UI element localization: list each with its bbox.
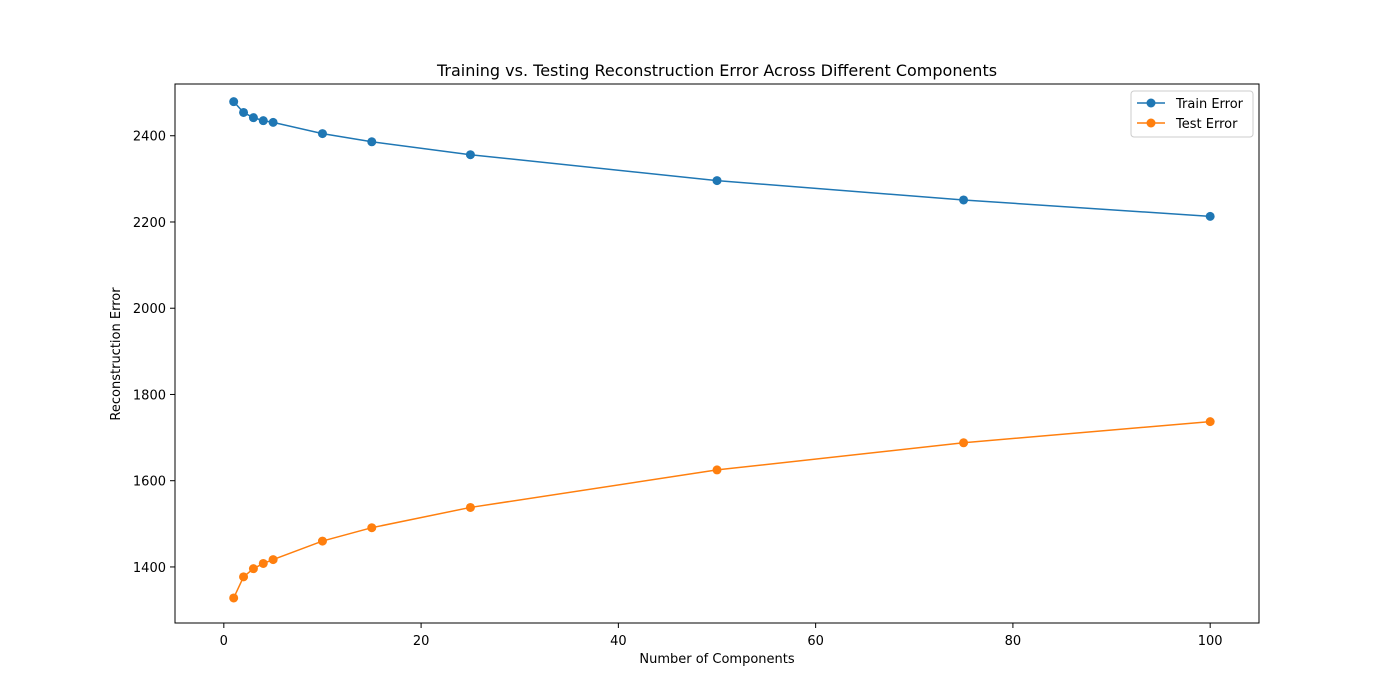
legend-marker [1146, 118, 1156, 128]
data-point [268, 117, 278, 127]
data-point [712, 176, 722, 186]
x-tick-label: 80 [1005, 634, 1022, 649]
x-tick-label: 0 [220, 634, 228, 649]
data-point [367, 137, 377, 147]
series-line [233, 420, 1211, 599]
data-point [248, 113, 258, 123]
data-point [239, 107, 249, 117]
series-1 [229, 97, 1215, 221]
data-point [1205, 211, 1215, 221]
y-tick-label: 2400 [133, 130, 166, 145]
data-point [465, 150, 475, 160]
data-point [959, 195, 969, 205]
y-axis-ticks: 1400 1600 1800 2000 2200 2400 [133, 130, 175, 576]
plot-area-frame [174, 83, 1260, 624]
series-layer [229, 97, 1215, 603]
chart-title: Training vs. Testing Reconstruction Erro… [436, 61, 997, 80]
legend-marker [1146, 98, 1156, 108]
data-point [465, 502, 475, 512]
x-axis-label: Number of Components [639, 652, 794, 667]
legend-label: Train Error [1175, 97, 1244, 112]
y-tick-label: 1400 [133, 561, 166, 576]
legend-entry: Train Error [1137, 97, 1244, 112]
y-tick-label: 2200 [133, 216, 166, 231]
data-point [1205, 417, 1215, 427]
data-point [248, 564, 258, 574]
data-point [959, 438, 969, 448]
data-point [258, 116, 268, 126]
data-point [229, 97, 239, 107]
data-point [367, 523, 377, 533]
x-tick-label: 20 [413, 634, 430, 649]
x-axis-ticks: 0 20 40 60 80 100 [220, 623, 1223, 649]
series-2 [229, 417, 1215, 603]
legend-label: Test Error [1175, 117, 1238, 132]
legend-items: Train Error Test Error [1137, 97, 1244, 132]
data-point [239, 572, 249, 582]
y-tick-label: 1800 [133, 388, 166, 403]
y-tick-label: 2000 [133, 302, 166, 317]
legend-entry: Test Error [1137, 117, 1238, 132]
y-axis-label: Reconstruction Error [109, 287, 124, 421]
x-tick-label: 100 [1198, 634, 1223, 649]
data-point [258, 558, 268, 568]
data-point [229, 593, 239, 603]
data-point [317, 536, 327, 546]
series-line [233, 101, 1211, 218]
legend: Train Error Test Error [1130, 90, 1254, 138]
y-tick-label: 1600 [133, 475, 166, 490]
data-point [712, 465, 722, 475]
data-point [317, 129, 327, 139]
x-tick-label: 40 [610, 634, 627, 649]
x-tick-label: 60 [807, 634, 824, 649]
data-point [268, 555, 278, 565]
